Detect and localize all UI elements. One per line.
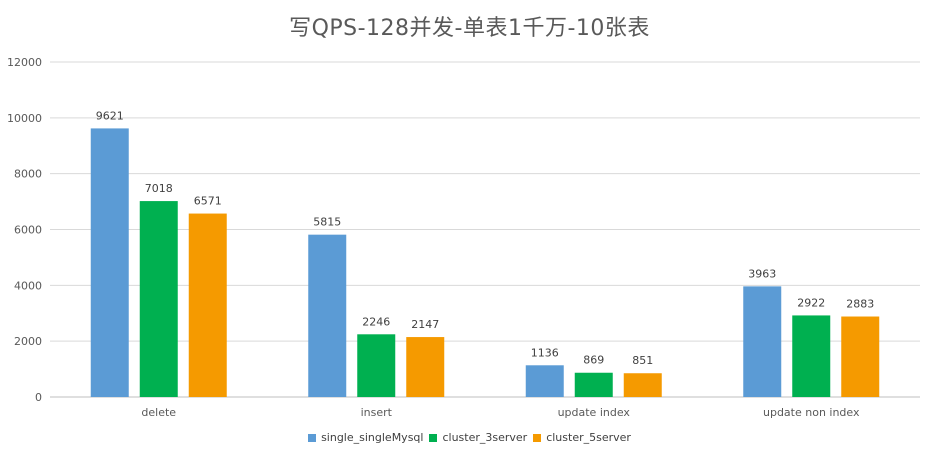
bar-cluster_5server <box>841 316 880 397</box>
y-tick-label: 2000 <box>14 335 42 348</box>
data-label: 9621 <box>96 109 124 122</box>
bar-cluster_3server <box>357 334 396 397</box>
y-tick-label: 8000 <box>14 168 42 181</box>
data-label: 3963 <box>748 267 776 280</box>
data-label: 2246 <box>362 315 390 328</box>
bar-single_singleMysql <box>308 234 347 397</box>
legend-label: single_singleMysql <box>321 431 424 444</box>
bar-cluster_5server <box>623 373 662 397</box>
bar-cluster_3server <box>139 201 178 397</box>
data-label: 7018 <box>145 182 173 195</box>
data-label: 2922 <box>797 296 825 309</box>
data-label: 1136 <box>531 346 559 359</box>
legend-label: cluster_5server <box>546 431 631 444</box>
bar-cluster_5server <box>406 337 445 397</box>
data-label: 2147 <box>411 318 439 331</box>
data-label: 851 <box>632 354 653 367</box>
y-tick-label: 0 <box>35 391 42 404</box>
bar-single_singleMysql <box>90 128 129 397</box>
x-tick-label: delete <box>141 406 176 419</box>
x-tick-label: update index <box>558 406 631 419</box>
bar-single_singleMysql <box>525 365 564 397</box>
legend: single_singleMysql cluster_3server cluster… <box>0 431 939 445</box>
y-tick-label: 12000 <box>7 56 42 69</box>
bar-cluster_3server <box>792 315 831 397</box>
data-label: 6571 <box>194 195 222 208</box>
y-tick-label: 10000 <box>7 112 42 125</box>
bar-cluster_3server <box>574 372 613 397</box>
x-tick-label: update non index <box>763 406 860 419</box>
data-label: 5815 <box>313 216 341 229</box>
x-tick-label: insert <box>361 406 393 419</box>
chart-title: 写QPS-128并发-单表1千万-10张表 <box>289 16 650 41</box>
y-tick-label: 4000 <box>14 279 42 292</box>
legend-item: single_singleMysql <box>308 431 423 444</box>
legend-swatch <box>429 433 438 442</box>
legend-item: cluster_3server <box>429 431 527 444</box>
bar-cluster_5server <box>188 213 227 397</box>
bar-single_singleMysql <box>743 286 782 397</box>
data-label: 2883 <box>846 298 874 311</box>
legend-swatch <box>308 433 317 442</box>
y-tick-label: 6000 <box>14 224 42 237</box>
legend-label: cluster_3server <box>442 431 528 444</box>
legend-item: cluster_5server <box>533 431 631 444</box>
data-label: 869 <box>583 354 604 367</box>
legend-swatch <box>533 433 542 442</box>
